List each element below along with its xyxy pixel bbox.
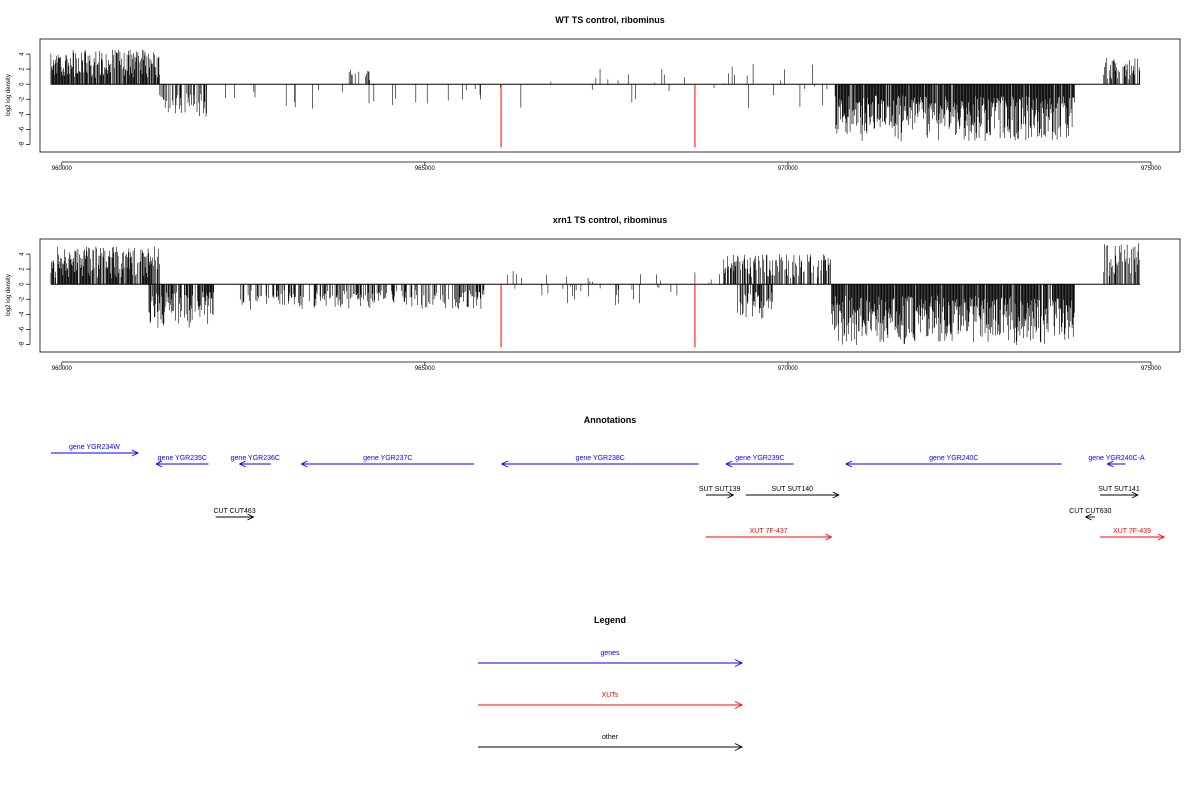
annotation-feature: SUT SUT139 xyxy=(699,486,741,499)
x-tick-label: 965000 xyxy=(415,166,436,172)
feature-arrowhead xyxy=(238,460,246,468)
legend-panel: Legend genes XUTs other xyxy=(478,615,744,751)
feature-label: SUT SUT141 xyxy=(1098,486,1140,493)
feature-arrowhead xyxy=(832,491,840,499)
legend-arrowhead xyxy=(734,701,744,709)
x-tick-label: 960000 xyxy=(52,366,73,372)
legend-items: genes XUTs other xyxy=(478,650,744,751)
panel-xrn1: xrn1 TS control, ribominus log2 log dens… xyxy=(6,215,1181,372)
annotation-feature: XUT 7F-437 xyxy=(705,528,833,541)
annotation-feature: gene YGR240C-A xyxy=(1088,455,1145,468)
y-tick-label: 4 xyxy=(20,252,26,256)
panel-xrn1-title: xrn1 TS control, ribominus xyxy=(553,215,668,225)
y-tick-label: -6 xyxy=(20,126,26,132)
y-tick-label: 4 xyxy=(20,52,26,56)
annotation-feature: SUT SUT140 xyxy=(745,486,840,499)
feature-arrowhead xyxy=(1157,533,1166,541)
annotation-feature: SUT SUT141 xyxy=(1098,486,1140,499)
feature-label: gene YGR237C xyxy=(363,455,412,462)
legend-item: genes xyxy=(478,650,744,667)
feature-label: gene YGR240C xyxy=(929,455,978,462)
annotation-feature: gene YGR238C xyxy=(500,455,699,468)
annotation-feature: XUT 7F-439 xyxy=(1100,528,1166,541)
panel-xrn1-frame xyxy=(39,238,1181,353)
legend-label: genes xyxy=(600,650,620,657)
feature-label: gene YGR238C xyxy=(576,455,625,462)
y-tick-label: -8 xyxy=(20,141,26,147)
feature-label: CUT CUT630 xyxy=(1069,508,1111,515)
feature-arrowhead xyxy=(844,460,853,468)
feature-label: SUT SUT139 xyxy=(699,486,741,493)
annotation-feature: gene YGR234W xyxy=(50,444,140,457)
legend-label: XUTs xyxy=(602,692,619,699)
legend-item: XUTs xyxy=(478,692,744,709)
y-tick-label: 2 xyxy=(20,267,26,271)
annotation-feature: gene YGR239C xyxy=(725,455,794,468)
panel-wt-ylabel: log2 log density xyxy=(6,74,12,116)
legend-item: other xyxy=(478,734,744,751)
panel-wt-axes: 4 2 0 -2 -4 -6 -8 960000 965000 970000 975000 xyxy=(20,52,1162,172)
feature-arrowhead xyxy=(1131,491,1139,499)
annotations-title: Annotations xyxy=(584,415,637,425)
annotation-feature: CUT CUT463 xyxy=(213,508,256,521)
feature-label: CUT CUT463 xyxy=(213,508,255,515)
panel-wt-frame xyxy=(39,38,1181,153)
feature-label: gene YGR239C xyxy=(735,455,784,462)
x-tick-label: 965000 xyxy=(415,366,436,372)
feature-label: gene YGR234W xyxy=(69,444,120,451)
feature-label: gene YGR240C-A xyxy=(1088,455,1145,462)
panel-xrn1-axes: 4 2 0 -2 -4 -6 -8 960000 965000 970000 975000 xyxy=(20,252,1162,372)
feature-arrowhead xyxy=(131,449,140,457)
feature-arrowhead xyxy=(725,460,733,468)
y-tick-label: -2 xyxy=(20,296,26,302)
panel-xrn1-bars xyxy=(50,243,1141,348)
panel-xrn1-ylabel: log2 log density xyxy=(6,274,12,316)
feature-arrowhead xyxy=(1084,513,1092,521)
legend-arrowhead xyxy=(734,659,744,667)
feature-label: gene YGR235C xyxy=(158,455,207,462)
feature-arrowhead xyxy=(500,460,509,468)
x-tick-label: 960000 xyxy=(52,166,73,172)
y-tick-label: 0 xyxy=(20,282,26,286)
x-tick-label: 975000 xyxy=(1141,166,1162,172)
feature-arrowhead xyxy=(300,460,308,468)
y-tick-label: -6 xyxy=(20,326,26,332)
feature-label: XUT 7F-437 xyxy=(750,528,788,535)
panel-wt-title: WT TS control, ribominus xyxy=(555,15,665,25)
feature-arrowhead xyxy=(825,533,833,541)
feature-arrowhead xyxy=(1106,460,1114,468)
x-tick-label: 975000 xyxy=(1141,366,1162,372)
feature-arrowhead xyxy=(155,460,163,468)
y-tick-label: 0 xyxy=(20,82,26,86)
annotation-feature: gene YGR240C xyxy=(844,455,1062,468)
y-tick-label: -2 xyxy=(20,96,26,102)
annotation-feature: gene YGR235C xyxy=(155,455,209,468)
feature-label: SUT SUT140 xyxy=(772,486,814,493)
y-tick-label: 2 xyxy=(20,67,26,71)
y-tick-label: -4 xyxy=(20,111,26,117)
feature-arrowhead xyxy=(247,513,255,521)
annotation-feature: gene YGR236C xyxy=(231,455,280,468)
feature-arrowhead xyxy=(727,491,735,499)
x-tick-label: 970000 xyxy=(778,366,799,372)
legend-arrowhead xyxy=(734,743,744,751)
panel-wt-bars xyxy=(50,49,1141,148)
x-tick-label: 970000 xyxy=(778,166,799,172)
panel-wt: WT TS control, ribominus log2 log densit… xyxy=(6,15,1181,172)
legend-title: Legend xyxy=(594,615,626,625)
annotation-features: gene YGR234W gene YGR235C gene YGR236C gene… xyxy=(50,444,1166,541)
annotation-feature: gene YGR237C xyxy=(300,455,475,468)
annotation-feature: CUT CUT630 xyxy=(1069,508,1112,521)
feature-label: XUT 7F-439 xyxy=(1113,528,1151,535)
y-tick-label: -8 xyxy=(20,341,26,347)
feature-label: gene YGR236C xyxy=(231,455,280,462)
y-tick-label: -4 xyxy=(20,311,26,317)
legend-label: other xyxy=(602,734,619,741)
